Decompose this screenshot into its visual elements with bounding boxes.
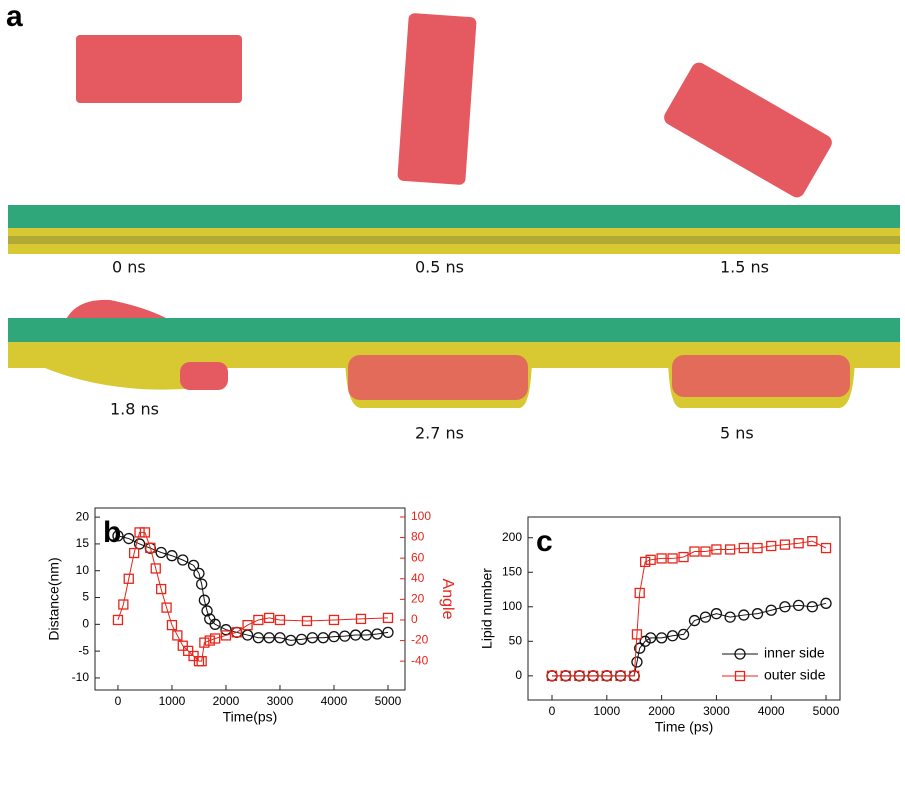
nanotube (397, 13, 477, 185)
x-tick-label: 1000 (159, 694, 186, 708)
nanotube (76, 35, 242, 103)
y2-tick-label: 40 (411, 571, 425, 585)
y2-tick-label: 20 (411, 592, 425, 606)
y-tick-label: 5 (82, 590, 89, 604)
snapshot-time: 1.8 ns (110, 400, 159, 419)
plot-frame (95, 508, 405, 690)
x-tick-label: 0 (115, 694, 122, 708)
series-line (552, 603, 826, 676)
y-tick-label: -5 (78, 643, 89, 657)
figure: a 0 ns 0.5 ns 1.5 ns 1.8 ns 2.7 ns 5 ns … (0, 0, 905, 805)
x-axis-label: Time (ps) (655, 719, 714, 735)
y-axis-label: Lipid number (479, 568, 495, 649)
nanotube (348, 355, 528, 400)
y2-tick-label: 60 (411, 550, 425, 564)
nanotube (672, 355, 850, 397)
snapshot-time: 0 ns (112, 258, 146, 277)
x-tick-label: 5000 (813, 704, 840, 718)
y-tick-label: 0 (82, 617, 89, 631)
y2-tick-label: -40 (411, 653, 429, 667)
y2-axis-label: Angle (439, 579, 456, 620)
y2-tick-label: 80 (411, 530, 425, 544)
y-tick-label: 200 (502, 530, 522, 544)
x-axis-label: Time(ps) (223, 709, 278, 725)
legend-label: inner side (764, 645, 825, 661)
panel-a: a 0 ns 0.5 ns 1.5 ns 1.8 ns 2.7 ns 5 ns (6, 0, 900, 443)
panel-label: c (536, 525, 553, 558)
y-tick-label: 10 (76, 563, 90, 577)
x-tick-label: 1000 (593, 704, 620, 718)
membrane-core (8, 236, 900, 244)
x-tick-label: 3000 (703, 704, 730, 718)
x-tick-label: 0 (549, 704, 556, 718)
x-tick-label: 2000 (648, 704, 675, 718)
y2-tick-label: 100 (411, 509, 431, 523)
y-tick-label: 20 (76, 509, 90, 523)
chart: 0 1000 2000 3000 4000 5000 0 50 100 150 200 Time (p… (479, 517, 840, 735)
y-tick-label: 50 (509, 633, 523, 647)
membrane-tails (8, 205, 900, 231)
snapshot-time: 5 ns (720, 424, 754, 443)
y-axis-label: Distance(nm) (46, 557, 62, 640)
y-tick-label: 0 (515, 668, 522, 682)
x-tick-label: 3000 (267, 694, 294, 708)
x-tick-label: 2000 (213, 694, 240, 708)
y-tick-label: 150 (502, 564, 522, 578)
x-tick-label: 4000 (321, 694, 348, 708)
snapshot-time: 1.5 ns (720, 258, 769, 277)
y2-tick-label: -20 (411, 633, 429, 647)
series-line (118, 536, 388, 641)
x-tick-label: 4000 (758, 704, 785, 718)
x-tick-label: 5000 (375, 694, 402, 708)
y2-tick-label: 0 (411, 612, 418, 626)
legend-label: outer side (764, 667, 826, 683)
y-tick-label: -10 (72, 670, 90, 684)
panel-label: b (103, 516, 121, 549)
panel-label: a (6, 0, 23, 33)
snapshot-time: 0.5 ns (415, 258, 464, 277)
y-tick-label: 100 (502, 599, 522, 613)
y-tick-label: 15 (76, 536, 90, 550)
nanotube (180, 362, 228, 390)
membrane-tails (8, 318, 900, 344)
nanotube (661, 60, 835, 201)
snapshot-time: 2.7 ns (415, 424, 464, 443)
